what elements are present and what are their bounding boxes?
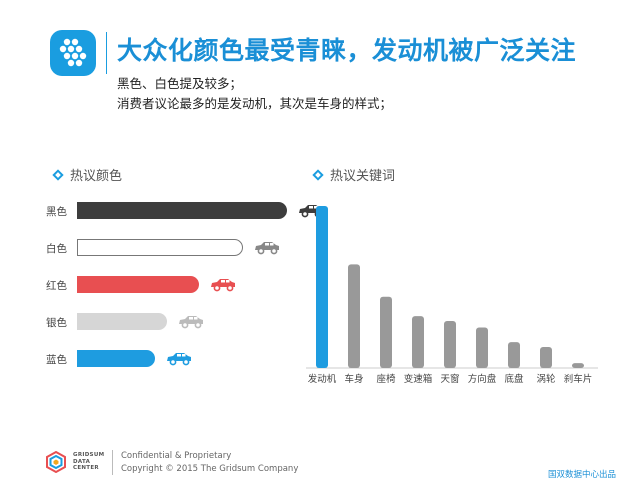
keyword-bar (412, 316, 424, 368)
color-bar (77, 313, 168, 330)
color-bar-label: 白色 (46, 243, 67, 255)
keyword-tick-label: 座椅 (376, 373, 396, 385)
car-icon (165, 351, 193, 366)
color-bar-row: 白色 (46, 237, 296, 261)
color-chart-title-group: 热议颜色 (52, 165, 122, 184)
grid-dots-logo-graphic (59, 38, 87, 67)
keyword-tick-label: 刹车片 (564, 373, 593, 385)
color-chart: 黑色白色红色银色蓝色 (46, 200, 323, 380)
car-icon (253, 240, 281, 255)
color-bar-label: 蓝色 (46, 354, 67, 366)
color-bar (77, 202, 287, 219)
title-divider (106, 32, 107, 74)
keyword-tick-label: 涡轮 (536, 373, 556, 385)
gridsum-logo-icon (46, 451, 66, 473)
keyword-tick-label: 方向盘 (468, 373, 497, 385)
keyword-bar (508, 342, 520, 368)
page-subtitle-2: 消费者议论最多的是发动机，其次是车身的样式； (117, 96, 393, 111)
color-chart-title: 热议颜色 (70, 169, 123, 184)
grid-dots-logo-icon (50, 30, 96, 76)
diamond-icon (312, 168, 324, 181)
keyword-bar (540, 346, 552, 368)
color-bar-row: 银色 (46, 311, 296, 335)
color-bar-label: 红色 (46, 280, 67, 292)
color-bar-row: 红色 (46, 274, 296, 298)
footer-divider (112, 450, 113, 475)
keyword-tick-label: 发动机 (308, 373, 337, 385)
keyword-chart-title: 热议关键词 (330, 169, 396, 184)
keyword-tick-label: 变速箱 (404, 373, 433, 385)
color-bar (77, 239, 243, 256)
footer-confidential: Confidential & Proprietary (121, 451, 232, 461)
color-bar-label: 黑色 (46, 206, 67, 218)
keyword-chart: 发动机 车身 座椅 变速箱 天窗 方向盘 底盘 涡轮 刹车片 (306, 206, 598, 385)
footer-copyright: Copyright © 2015 The Gridsum Company (121, 464, 299, 474)
page-title: 大众化颜色最受青睐，发动机被广泛关注 (117, 36, 577, 65)
diamond-icon (52, 168, 64, 181)
keyword-chart-title-group: 热议关键词 (312, 165, 395, 184)
color-bar (77, 350, 155, 367)
keyword-tick-label: 天窗 (440, 373, 459, 385)
keyword-bar (316, 206, 328, 368)
keyword-bar (572, 363, 584, 368)
footer-org-name: GRIDSUM DATA CENTER (73, 452, 105, 471)
color-bar-label: 银色 (46, 317, 67, 329)
car-icon (177, 314, 205, 329)
color-bar (77, 276, 199, 293)
keyword-bar (444, 321, 456, 368)
color-bar-row: 蓝色 (46, 348, 296, 372)
keyword-tick-label: 底盘 (504, 373, 524, 385)
keyword-tick-label: 车身 (344, 373, 363, 385)
keyword-bar (348, 264, 360, 368)
page-subtitle-1: 黑色、白色提及较多； (117, 76, 243, 91)
footer-source: 国双数据中心出品 (548, 470, 617, 480)
car-icon (209, 277, 237, 292)
keyword-bar (380, 296, 392, 368)
color-bar-row: 黑色 (46, 200, 323, 224)
keyword-bar (476, 327, 488, 368)
